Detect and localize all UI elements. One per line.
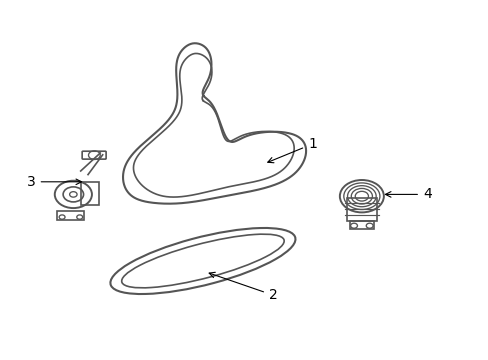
Text: 3: 3 <box>27 175 81 189</box>
Text: 4: 4 <box>385 188 431 201</box>
Text: 2: 2 <box>209 272 277 302</box>
Text: 1: 1 <box>267 137 316 163</box>
